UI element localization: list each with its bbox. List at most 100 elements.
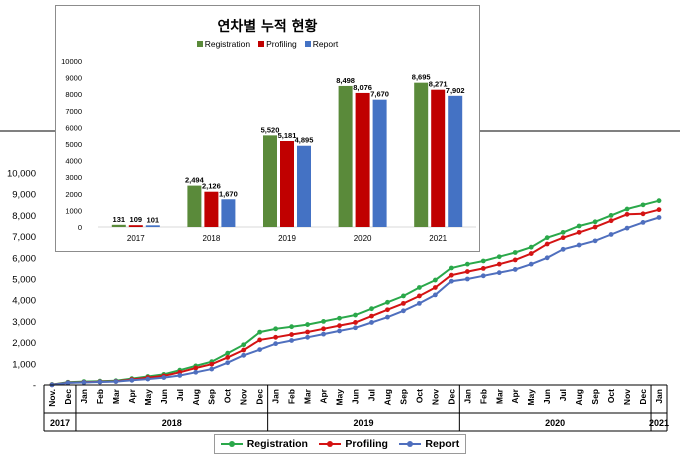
legend-label-profiling: Profiling — [266, 39, 297, 49]
bar-data-label: 8,695 — [412, 73, 431, 82]
data-point — [640, 202, 646, 208]
year-label: 2018 — [162, 418, 182, 428]
bar-data-label: 2,494 — [185, 176, 205, 185]
bar-registration-2018 — [187, 185, 202, 227]
data-point — [337, 328, 342, 334]
legend-item-profiling: Profiling — [258, 39, 297, 49]
data-point — [640, 219, 646, 225]
x-tick-label: Mar — [111, 388, 121, 404]
x-tick-label: Feb — [287, 389, 297, 404]
data-point — [257, 337, 263, 343]
x-tick-label: Sep — [398, 389, 408, 405]
y-tick-label: 7,000 — [12, 232, 36, 243]
bar-profiling-2021 — [431, 89, 446, 227]
data-point — [241, 352, 247, 358]
data-point — [496, 254, 502, 260]
data-point — [560, 235, 566, 241]
data-point — [305, 334, 310, 340]
x-tick-label: Sep — [207, 389, 217, 405]
data-point — [385, 299, 390, 305]
x-tick-label: Apr — [127, 388, 137, 403]
y-tick-label: 10,000 — [7, 169, 36, 180]
bar-x-tick-label: 2021 — [429, 234, 447, 243]
data-point — [528, 244, 534, 250]
bar-chart-panel: 연차별 누적 현황 Registration Profiling Report … — [55, 5, 480, 252]
data-point — [480, 258, 486, 264]
bar-y-tick-label: 2000 — [65, 190, 82, 199]
data-point — [432, 285, 438, 290]
data-point — [656, 198, 662, 204]
x-tick-label: Jun — [351, 389, 361, 404]
bar-y-tick-label: 6000 — [65, 123, 82, 132]
data-point — [512, 267, 518, 272]
bar-data-label: 109 — [130, 215, 143, 224]
y-tick-label: 3,000 — [12, 317, 36, 328]
legend-label-report: Report — [425, 438, 460, 450]
data-point — [448, 272, 454, 278]
data-point — [592, 219, 598, 225]
bar-y-tick-label: 5000 — [65, 140, 82, 149]
data-point — [337, 323, 342, 329]
data-point — [464, 269, 470, 274]
bar-y-tick-label: 1000 — [65, 206, 82, 215]
bar-data-label: 2,126 — [202, 182, 221, 191]
y-tick-label: 1,000 — [12, 359, 36, 370]
data-point — [321, 319, 326, 324]
bar-y-tick-label: 4000 — [65, 157, 82, 166]
data-point — [257, 329, 263, 335]
bar-data-label: 131 — [113, 215, 126, 224]
data-point — [225, 355, 231, 360]
data-point — [289, 338, 295, 343]
bar-report-2021 — [448, 95, 463, 227]
data-point — [385, 314, 390, 320]
x-tick-label: Dec — [63, 389, 73, 405]
legend-label-registration: Registration — [204, 39, 251, 49]
data-point — [608, 232, 614, 237]
data-point — [225, 360, 231, 366]
x-tick-label: Jan — [271, 389, 281, 404]
data-point — [496, 270, 502, 276]
legend-line-report — [399, 441, 422, 447]
data-point — [656, 207, 662, 213]
bar-data-label: 5,520 — [261, 125, 280, 134]
data-point — [97, 379, 103, 385]
data-point — [624, 225, 630, 231]
x-tick-label: May — [526, 389, 536, 406]
data-point — [448, 278, 454, 284]
legend-swatch-report — [304, 41, 311, 47]
data-point — [337, 315, 342, 321]
bar-y-tick-label: 3000 — [65, 173, 82, 182]
bar-registration-2020 — [338, 85, 353, 227]
data-point — [305, 329, 310, 335]
bar-profiling-2020 — [355, 92, 370, 227]
data-point — [273, 326, 279, 332]
data-point — [369, 306, 374, 312]
x-tick-label: Jul — [366, 389, 376, 401]
bar-data-label: 7,670 — [370, 90, 389, 99]
data-point — [65, 380, 71, 386]
bar-x-tick-label: 2019 — [278, 234, 296, 243]
data-point — [624, 206, 630, 212]
data-point — [225, 350, 231, 356]
x-tick-label: Jan — [654, 389, 664, 404]
data-point — [640, 211, 646, 217]
x-tick-label: Mar — [303, 388, 313, 404]
data-point — [401, 300, 406, 306]
x-tick-label: Sep — [590, 389, 600, 405]
data-point — [608, 213, 614, 218]
data-point — [241, 342, 247, 348]
data-point — [129, 377, 135, 383]
y-tick-label: 8,000 — [12, 211, 36, 222]
legend-item-registration: Registration — [220, 438, 308, 450]
y-tick-label: 2,000 — [12, 338, 36, 349]
data-point — [416, 285, 422, 290]
data-point — [177, 373, 183, 378]
bar-report-2017 — [145, 225, 160, 227]
legend-line-profiling — [319, 441, 342, 447]
legend-item-profiling: Profiling — [319, 438, 388, 450]
x-tick-label: Nov — [622, 389, 632, 405]
data-point — [241, 347, 247, 353]
data-point — [656, 215, 662, 220]
bar-data-label: 5,181 — [278, 131, 297, 140]
data-point — [273, 341, 279, 347]
